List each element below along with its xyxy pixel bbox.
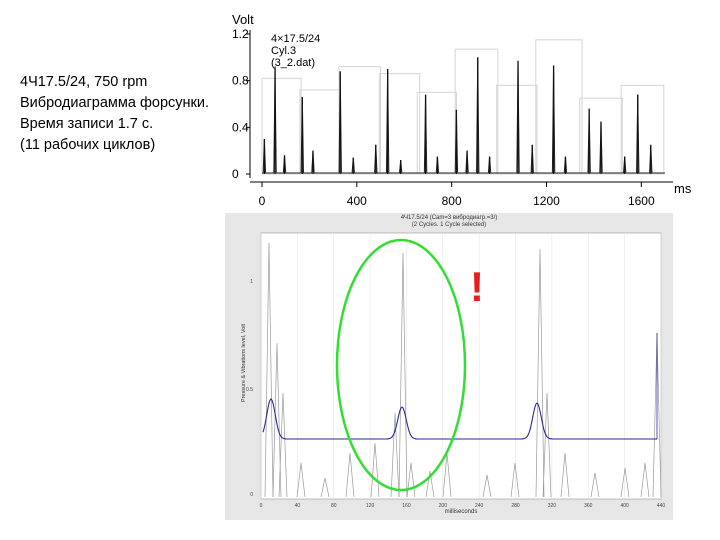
envelope-box: [535, 39, 583, 175]
caption-line: (11 рабочих циклов): [20, 137, 156, 153]
x-tick-label: 280: [511, 503, 520, 509]
vibration-spike: [264, 242, 274, 498]
envelope-box: [620, 84, 665, 175]
vibration-spike: [620, 467, 630, 498]
x-tick-label: 800: [442, 194, 462, 208]
pressure-trace: [262, 398, 657, 440]
envelope-box: [261, 77, 302, 175]
y-tick-label: 0.4: [232, 120, 249, 134]
vibration-spike: [370, 442, 380, 498]
caption-line: 4Ч17.5/24, 750 rpm: [20, 74, 148, 90]
x-tick-label: 1600: [628, 194, 655, 208]
vibration-spike: [590, 472, 600, 498]
exclamation-mark: !: [470, 263, 484, 310]
vibration-spike: [640, 462, 650, 498]
vibration-chart: Volt 4×17.5/24 Cyl.3 (3_2.dat) ms 0 0.4 0.…: [232, 12, 692, 208]
vibration-spike: [390, 412, 400, 498]
vibration-spike: [320, 477, 330, 498]
y-tick-label: 0: [250, 492, 253, 498]
highlight-ellipse: [335, 238, 467, 492]
info-line: 4×17.5/24: [271, 33, 320, 45]
envelope-box: [378, 73, 421, 175]
vibration-spike: [510, 462, 520, 498]
y-tick-label: 0.8: [232, 74, 249, 88]
x-tick-label: 0: [259, 194, 266, 208]
y-tick-label: 1.2: [232, 27, 249, 41]
info-line: (3_2.dat): [271, 57, 315, 69]
vibration-spike: [535, 248, 545, 498]
panel-title-line: 4Ч17.5/24 (Cam=3 вибродиагр.=3/): [401, 215, 498, 221]
x-tick-label: 1200: [533, 194, 560, 208]
vibration-spike: [542, 392, 552, 498]
plot-area: [260, 232, 662, 500]
panel-title-line: (2 Cycles. 1 Cycle selected): [412, 222, 486, 228]
x-unit-label: ms: [674, 181, 692, 196]
x-tick-label: 160: [402, 503, 411, 509]
envelope-box: [338, 66, 382, 175]
x-tick-label: 40: [295, 503, 301, 509]
y-axis-label: Pressure & Vibrations level, Volt: [241, 323, 247, 402]
y-unit-label: Volt: [232, 12, 254, 27]
cycle-chart-panel: 4Ч17.5/24 (Cam=3 вибродиагр.=3/) (2 Cycl…: [225, 213, 673, 520]
x-tick-label: 320: [548, 503, 557, 509]
info-line: Cyl.3: [271, 45, 296, 57]
chart-caption: 4Ч17.5/24, 750 rpm Вибродиаграмма форсун…: [20, 72, 209, 156]
caption-line: Время записи 1.7 с.: [20, 116, 154, 132]
x-tick-label: 80: [331, 503, 337, 509]
x-tick-label: 360: [584, 503, 593, 509]
vibration-trace: [262, 57, 665, 174]
y-tick-label: 0.5: [246, 387, 253, 393]
vibration-spike: [406, 462, 416, 498]
x-tick-label: 240: [475, 503, 484, 509]
envelope-box: [299, 89, 341, 175]
envelope-box: [496, 84, 538, 175]
y-tick-label: 1: [250, 279, 253, 285]
x-tick-label: 400: [347, 194, 367, 208]
y-tick-label: 0: [232, 167, 239, 181]
caption-line: Вибродиаграмма форсунки.: [20, 95, 209, 111]
x-tick-label: 440: [657, 503, 666, 509]
vibration-spike: [425, 470, 435, 498]
envelope-box: [454, 48, 499, 175]
vibration-spike: [296, 462, 306, 498]
x-tick-label: 0: [260, 503, 263, 509]
x-tick-label: 400: [620, 503, 629, 509]
vibration-spike: [278, 392, 288, 498]
vibration-spike: [272, 342, 282, 498]
x-axis-label: milliseconds: [445, 509, 478, 515]
vibration-spike: [345, 452, 355, 498]
vibration-spike: [482, 474, 492, 498]
x-tick-label: 200: [439, 503, 448, 509]
vibration-spike: [560, 452, 570, 498]
x-tick-label: 120: [366, 503, 375, 509]
